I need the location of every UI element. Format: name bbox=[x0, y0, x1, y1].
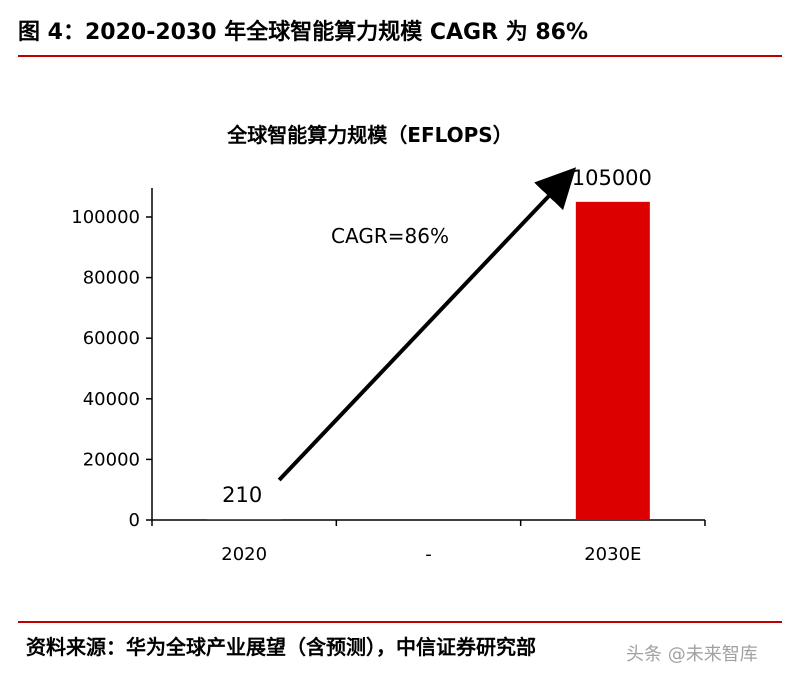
y-tick-label: 100000 bbox=[71, 207, 140, 228]
cagr-arrow bbox=[277, 167, 577, 482]
chart-plot: 0 20000 40000 60000 80000 100000 2020 - 2030E 210… bbox=[71, 166, 706, 565]
x-tick-label: 2030E bbox=[584, 544, 641, 565]
y-tick-label: 40000 bbox=[83, 389, 140, 410]
y-tick-label: 0 bbox=[129, 510, 140, 531]
header-divider bbox=[18, 55, 782, 57]
watermark: 头条 @未来智库 bbox=[626, 644, 758, 665]
figure-title: 图 4：2020-2030 年全球智能算力规模 CAGR 为 86% bbox=[18, 20, 589, 45]
data-label: 210 bbox=[222, 483, 262, 507]
y-tick-label: 20000 bbox=[83, 449, 140, 470]
y-tick-label: 60000 bbox=[83, 328, 140, 349]
x-tick-label: 2020 bbox=[221, 544, 267, 565]
bar bbox=[575, 201, 650, 520]
x-tick-label: - bbox=[425, 544, 432, 565]
cagr-annotation: CAGR=86% bbox=[331, 224, 449, 248]
source-note: 资料来源：华为全球产业展望（含预测），中信证券研究部 bbox=[26, 635, 536, 659]
footer-divider bbox=[18, 621, 782, 623]
data-label: 105000 bbox=[572, 166, 652, 190]
bar bbox=[207, 519, 282, 520]
chart-title: 全球智能算力规模（EFLOPS） bbox=[226, 123, 512, 147]
y-tick-label: 80000 bbox=[83, 268, 140, 289]
